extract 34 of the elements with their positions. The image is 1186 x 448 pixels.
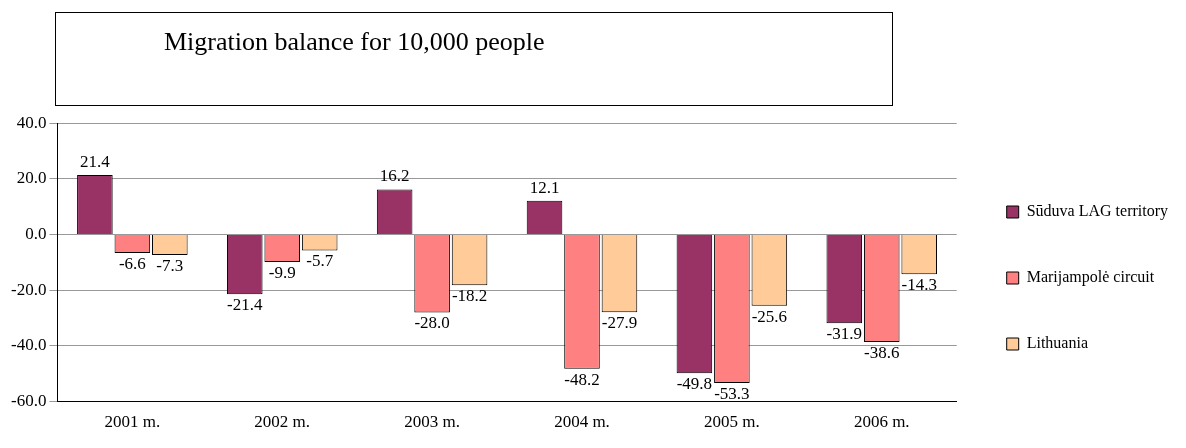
data-label: 16.2	[379, 166, 410, 186]
data-label: -38.6	[864, 342, 900, 362]
x-tick-label: 2001 m.	[104, 412, 161, 432]
data-label: -31.9	[826, 324, 862, 344]
y-tick-label: -20.0	[10, 279, 47, 299]
y-tick-label: 0.0	[25, 224, 47, 244]
x-tick-label: 2002 m.	[254, 412, 311, 432]
y-tick-label: -60.0	[10, 391, 47, 411]
x-tick-label: 2005 m.	[704, 412, 760, 432]
data-label: -5.7	[306, 251, 334, 271]
data-label: -28.0	[414, 313, 450, 333]
data-label: -21.4	[227, 295, 263, 315]
y-tick-label: -40.0	[10, 335, 47, 355]
data-label: 21.4	[80, 151, 111, 171]
x-tick-label: 2006 m.	[853, 412, 910, 432]
y-tick-label: 40.0	[16, 112, 47, 132]
legend-label: Lithuania	[1026, 334, 1089, 352]
data-label: -6.6	[118, 253, 146, 273]
data-label: -25.6	[751, 306, 788, 326]
data-label: -27.9	[601, 313, 638, 333]
data-label: -49.8	[676, 374, 713, 394]
data-label: -48.2	[564, 369, 600, 389]
data-label: -53.3	[714, 383, 750, 403]
data-label: 12.1	[529, 177, 560, 197]
data-label: -18.2	[451, 286, 488, 306]
x-tick-label: 2004 m.	[554, 412, 610, 432]
legend-label: Marijampolė circuit	[1026, 268, 1155, 287]
y-tick-label: 20.0	[16, 168, 47, 188]
legend-label: Sūduva LAG territory	[1026, 202, 1169, 221]
data-label: -9.9	[268, 263, 296, 283]
data-label: -7.3	[156, 255, 184, 275]
x-tick-label: 2003 m.	[404, 412, 460, 432]
data-label: -14.3	[901, 275, 937, 295]
chart-title: Migration balance for 10,000 people	[55, 12, 893, 106]
